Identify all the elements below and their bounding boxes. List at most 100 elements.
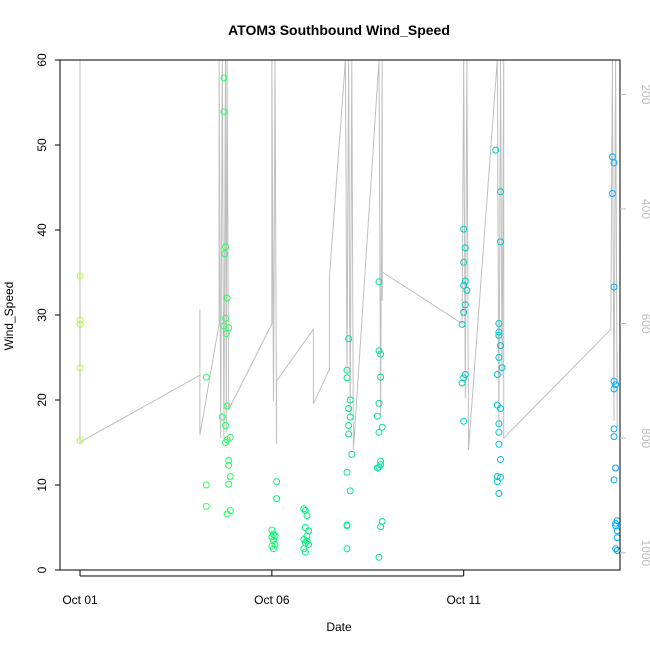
data-point	[343, 468, 351, 476]
data-point	[346, 396, 354, 404]
data-point	[610, 159, 618, 167]
data-point	[225, 324, 233, 332]
y-tick-label: 20	[35, 393, 49, 407]
y-tick-label: 40	[35, 223, 49, 237]
data-point	[222, 439, 229, 446]
data-point	[610, 377, 618, 385]
data-point	[220, 108, 228, 116]
data-point	[222, 330, 230, 338]
right-tick-label: 800	[639, 428, 650, 448]
data-point	[610, 433, 618, 441]
data-point	[495, 440, 503, 448]
data-point	[461, 301, 469, 309]
y-tick-label: 10	[35, 478, 49, 492]
data-point	[270, 545, 277, 553]
data-point	[495, 320, 503, 327]
data-point	[495, 490, 503, 497]
data-point	[610, 283, 618, 291]
data-point	[613, 534, 621, 542]
data-point	[303, 512, 311, 520]
data-point	[223, 510, 231, 518]
data-point	[377, 373, 385, 381]
data-point	[345, 405, 353, 412]
data-point	[497, 342, 504, 350]
data-point	[610, 476, 618, 484]
data-point	[222, 314, 229, 322]
scatter-points	[76, 74, 621, 561]
data-point	[343, 545, 351, 553]
data-point	[375, 399, 383, 407]
data-point	[495, 331, 503, 339]
chart-title: ATOM3 Southbound Wind_Speed	[228, 22, 450, 38]
x-tick-label: Oct 01	[62, 593, 98, 607]
data-point	[300, 545, 308, 553]
data-point	[202, 502, 210, 510]
data-point	[460, 225, 468, 233]
data-point	[300, 505, 308, 513]
data-point	[76, 316, 84, 324]
data-point	[375, 278, 383, 286]
data-point	[305, 541, 313, 548]
data-point	[460, 308, 468, 316]
data-point	[495, 420, 503, 428]
data-point	[460, 258, 468, 266]
data-point	[458, 320, 466, 328]
data-point	[343, 374, 351, 382]
data-point	[498, 364, 506, 372]
data-point	[222, 422, 229, 429]
y-tick-label: 0	[35, 566, 49, 573]
data-point	[608, 190, 616, 197]
data-point	[220, 322, 228, 330]
series-line	[79, 59, 618, 450]
data-point	[610, 425, 618, 433]
data-point	[76, 320, 84, 328]
x-tick-label: Oct 06	[254, 593, 290, 607]
data-point	[343, 522, 351, 530]
data-point	[495, 328, 503, 336]
data-point	[612, 545, 620, 553]
data-point	[225, 461, 233, 469]
x-axis-label: Date	[326, 620, 352, 634]
data-point	[495, 354, 503, 361]
data-point	[375, 347, 383, 355]
data-point	[373, 412, 381, 420]
data-point	[225, 480, 233, 488]
data-point	[493, 473, 501, 480]
data-point	[76, 272, 84, 280]
x-tick-label: Oct 11	[446, 593, 481, 607]
data-point	[225, 456, 233, 464]
data-point	[463, 286, 471, 294]
data-point	[226, 473, 234, 480]
data-point	[460, 281, 468, 289]
data-point	[76, 364, 84, 372]
right-tick-label: 600	[639, 314, 650, 334]
data-point	[271, 532, 279, 540]
data-point	[375, 553, 383, 561]
data-point	[273, 495, 281, 503]
data-point	[345, 422, 353, 429]
data-point	[461, 277, 469, 285]
data-point	[492, 146, 500, 154]
data-point	[218, 413, 226, 421]
data-point	[458, 379, 466, 387]
data-point	[220, 74, 228, 82]
data-point	[461, 371, 469, 378]
data-point	[613, 547, 621, 554]
y-tick-label: 60	[35, 53, 49, 67]
y-axis-label: Wind_Speed	[2, 282, 16, 351]
y-tick-label: 50	[35, 138, 49, 152]
data-point	[495, 428, 503, 436]
data-point	[493, 371, 501, 378]
data-point	[610, 385, 618, 393]
data-point	[612, 381, 620, 389]
data-point	[377, 350, 385, 358]
data-point	[377, 523, 385, 531]
data-point	[222, 243, 229, 251]
data-point	[497, 238, 504, 246]
data-point	[345, 335, 353, 343]
data-point	[268, 533, 276, 541]
data-point	[223, 402, 231, 410]
right-tick-label: 200	[639, 84, 650, 104]
data-point	[345, 430, 353, 438]
